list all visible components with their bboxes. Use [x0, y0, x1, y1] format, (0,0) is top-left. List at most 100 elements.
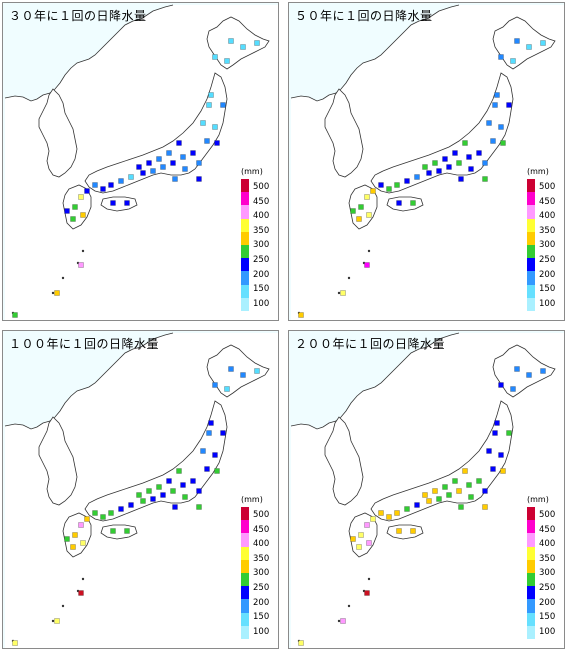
station-marker [462, 140, 468, 146]
station-marker [358, 532, 364, 538]
station-marker [196, 160, 202, 166]
station-marker [410, 528, 416, 534]
station-marker [498, 124, 504, 130]
island-dot [51, 619, 55, 623]
station-marker [136, 492, 142, 498]
station-marker [110, 528, 116, 534]
station-marker [12, 640, 18, 646]
station-marker [72, 532, 78, 538]
station-marker [212, 124, 218, 130]
station-marker [426, 170, 432, 176]
station-marker [410, 200, 416, 206]
station-marker [506, 102, 512, 108]
station-marker [514, 366, 520, 372]
japan-map [290, 4, 564, 320]
island-dot [81, 577, 85, 581]
honshu-island [370, 400, 514, 522]
station-marker [92, 510, 98, 516]
continent-coastline [290, 332, 460, 430]
station-marker [456, 160, 462, 166]
station-marker [540, 368, 546, 374]
japan-map [290, 332, 564, 648]
station-marker [196, 504, 202, 510]
station-marker [108, 182, 114, 188]
legend-level-label: 450 [539, 196, 556, 207]
legend-swatch [527, 179, 535, 193]
station-marker [254, 40, 260, 46]
station-marker [432, 160, 438, 166]
japan-map [4, 4, 278, 320]
station-marker [364, 194, 370, 200]
station-marker [468, 494, 474, 500]
station-marker [224, 58, 230, 64]
station-marker [500, 140, 506, 146]
map-panel-100yr: １００年に１回の日降水量 (mm) 500 450 400 350 300 250 200 15… [2, 330, 279, 649]
legend-swatch [241, 218, 249, 232]
station-marker [476, 150, 482, 156]
legend-swatch [241, 625, 249, 639]
station-marker [386, 186, 392, 192]
station-marker [172, 504, 178, 510]
legend-unit: (mm) [241, 495, 263, 504]
legend-level-label: 500 [539, 182, 556, 192]
station-marker [356, 216, 362, 222]
japan-map [4, 332, 278, 648]
station-marker [190, 150, 196, 156]
legend-swatch [241, 179, 249, 193]
station-marker [414, 502, 420, 508]
station-marker [446, 492, 452, 498]
station-marker [364, 522, 370, 528]
legend-swatch [527, 625, 535, 639]
station-marker [12, 312, 18, 318]
station-marker [458, 176, 464, 182]
continent-coastline [4, 332, 174, 430]
honshu-island [84, 72, 228, 194]
station-marker [54, 290, 60, 296]
legend-swatch [241, 612, 249, 626]
legend-swatch [241, 258, 249, 272]
station-marker [436, 496, 442, 502]
station-marker [166, 150, 172, 156]
legend-swatch [527, 258, 535, 272]
island-dot [337, 291, 341, 295]
korea-peninsula [324, 416, 364, 506]
station-marker [370, 516, 376, 522]
continent-coastline [290, 4, 460, 102]
map-panel-200yr: ２００年に１回の日降水量 (mm) 500 450 400 350 300 250 200 15… [288, 330, 565, 649]
legend-colorbar [527, 179, 535, 311]
island-dot [367, 249, 371, 253]
legend-level-label: 450 [539, 524, 556, 535]
legend-colorbar [241, 179, 249, 311]
station-marker [452, 150, 458, 156]
legend-level-label: 300 [253, 240, 270, 251]
station-marker [92, 182, 98, 188]
station-marker [350, 536, 356, 542]
legend-colorbar [241, 507, 249, 639]
legend-swatch [241, 231, 249, 245]
station-marker [476, 478, 482, 484]
station-marker [176, 468, 182, 474]
station-marker [200, 120, 206, 126]
island-dot [51, 291, 55, 295]
station-marker [456, 488, 462, 494]
station-marker [166, 478, 172, 484]
station-marker [240, 44, 246, 50]
legend-level-label: 200 [253, 597, 270, 608]
station-marker [220, 102, 226, 108]
station-marker [170, 160, 176, 166]
precipitation-legend: (mm) 500 450 400 350 300 250 200 150 100 [519, 167, 563, 319]
legend-level-label: 350 [253, 553, 270, 564]
legend-swatch [527, 231, 535, 245]
legend-swatch [241, 546, 249, 560]
station-marker [378, 182, 384, 188]
station-marker [78, 590, 84, 596]
panel-title: １００年に１回の日降水量 [9, 337, 160, 351]
station-marker [124, 528, 130, 534]
legend-level-label: 150 [539, 612, 556, 623]
station-marker [298, 640, 304, 646]
station-marker [404, 178, 410, 184]
legend-swatch [527, 546, 535, 560]
legend-level-label: 300 [253, 568, 270, 579]
precipitation-legend: (mm) 500 450 400 350 300 250 200 150 100 [233, 167, 277, 319]
legend-level-label: 100 [253, 626, 270, 637]
